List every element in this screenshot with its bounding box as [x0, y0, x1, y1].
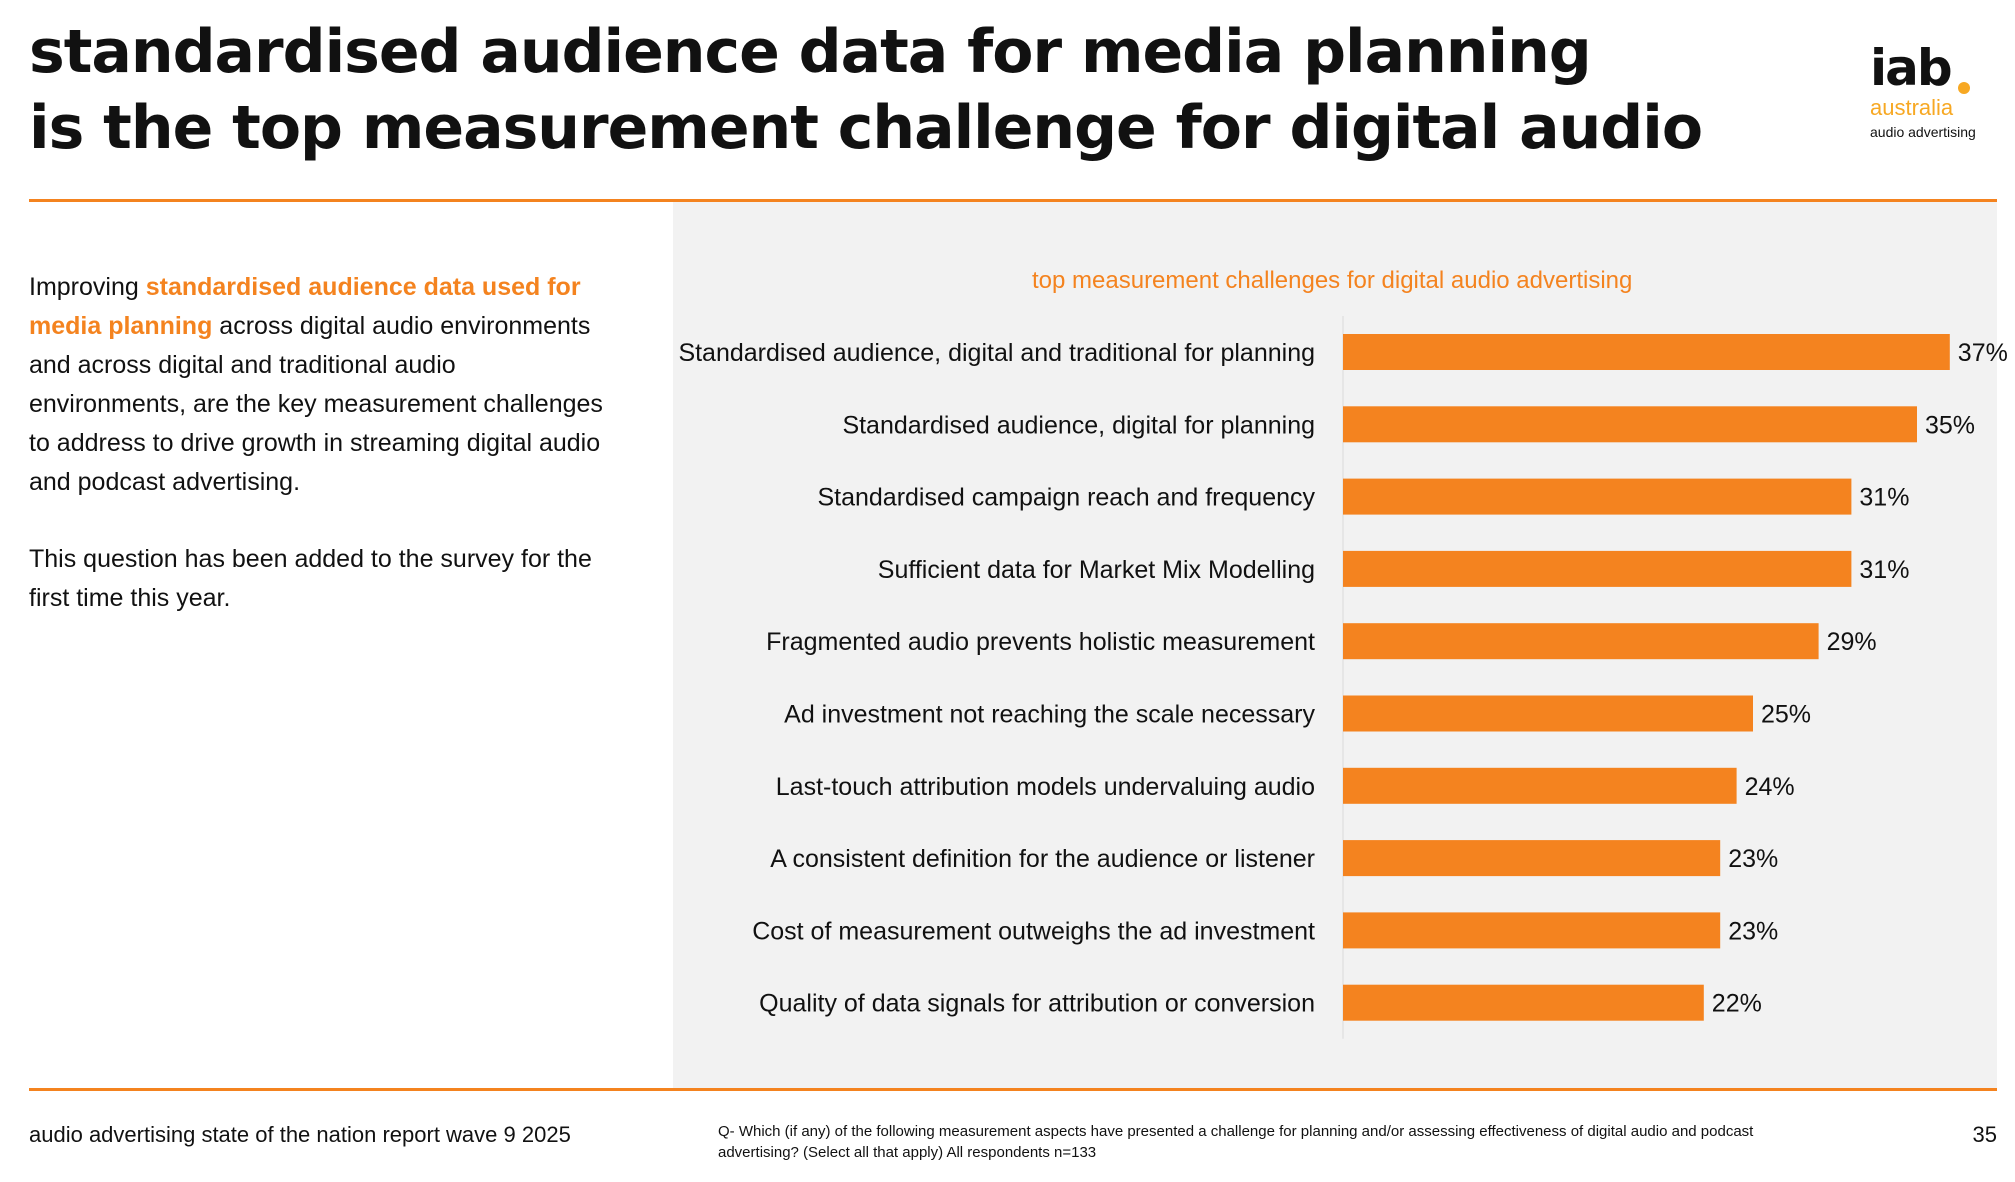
intro-highlight: standardised audience data used for medi… — [29, 273, 581, 340]
category-label: Sufficient data for Market Mix Modelling — [878, 556, 1315, 584]
data-label: 25% — [1761, 701, 1811, 729]
bar — [1343, 406, 1917, 443]
category-label: Quality of data signals for attribution … — [759, 990, 1315, 1018]
data-label: 22% — [1712, 990, 1762, 1018]
data-label: 29% — [1827, 628, 1877, 656]
data-label: 37% — [1958, 339, 2008, 367]
intro-paragraph-2: This question has been added to the surv… — [29, 545, 592, 612]
category-label: A consistent definition for the audience… — [770, 845, 1315, 873]
intro-paragraph-1: Improving standardised audience data use… — [29, 268, 619, 502]
header-divider — [29, 199, 1997, 202]
intro-text: Improving standardised audience data use… — [29, 268, 619, 656]
category-label: Fragmented audio prevents holistic measu… — [766, 628, 1315, 656]
bar — [1343, 767, 1737, 804]
category-label: Standardised campaign reach and frequenc… — [817, 484, 1315, 512]
bar — [1343, 984, 1704, 1021]
bar — [1343, 695, 1753, 732]
iab-australia-logo: iab australia audio advertising — [1866, 40, 1996, 150]
intro-prefix: Improving — [29, 273, 146, 301]
bar — [1343, 550, 1852, 587]
bar — [1343, 912, 1721, 949]
data-label: 24% — [1745, 773, 1795, 801]
data-label: 23% — [1728, 917, 1778, 945]
category-label: Last-touch attribution models undervalui… — [776, 773, 1315, 801]
data-label: 35% — [1925, 411, 1975, 439]
logo-subtitle: audio advertising — [1870, 124, 1976, 140]
category-label: Standardised audience, digital and tradi… — [678, 339, 1315, 367]
page-title: standardised audience data for media pla… — [29, 14, 1789, 166]
category-label: Standardised audience, digital for plann… — [842, 411, 1315, 439]
page-number: 35 — [1972, 1122, 1997, 1147]
chart-title: top measurement challenges for digital a… — [1032, 267, 1633, 294]
data-label: 31% — [1859, 484, 1909, 512]
question-note: Q- Which (if any) of the following measu… — [718, 1123, 1754, 1161]
logo-country: australia — [1870, 95, 1954, 120]
bar-chart: Standardised audience, digital and tradi… — [678, 316, 2008, 1039]
intro-suffix: across digital audio environments and ac… — [29, 312, 603, 496]
bar — [1343, 623, 1819, 660]
footer-divider — [29, 1088, 1997, 1091]
logo-dot — [1958, 82, 1970, 94]
data-label: 23% — [1728, 845, 1778, 873]
category-label: Cost of measurement outweighs the ad inv… — [752, 917, 1315, 945]
data-label: 31% — [1859, 556, 1909, 584]
bar — [1343, 478, 1852, 515]
category-label: Ad investment not reaching the scale nec… — [784, 701, 1315, 729]
report-name: audio advertising state of the nation re… — [29, 1122, 571, 1147]
bar — [1343, 840, 1721, 877]
logo-brand: iab — [1870, 39, 1953, 97]
page-title-line-2: is the top measurement challenge for dig… — [29, 93, 1703, 163]
page-title-line-1: standardised audience data for media pla… — [29, 17, 1592, 87]
bar — [1343, 334, 1950, 370]
